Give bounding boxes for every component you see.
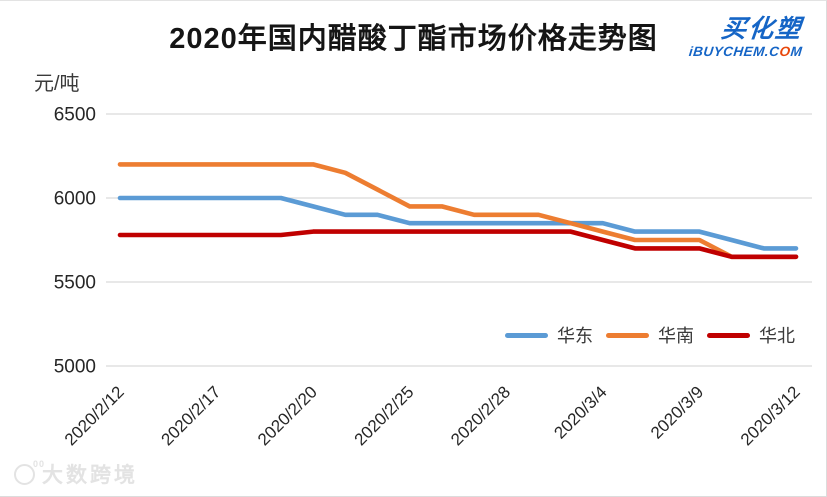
x-tick-label: 2020/2/12 [61,382,128,449]
legend-label: 华南 [658,326,694,346]
x-tick-label: 2020/2/28 [447,382,514,449]
legend-label: 华北 [759,326,795,346]
x-tick-label: 2020/2/25 [351,382,418,449]
x-tick-label: 2020/3/4 [550,382,610,442]
legend-label: 华东 [557,326,593,346]
x-tick-label: 2020/2/17 [157,382,224,449]
watermark-text: 大数跨境 [42,464,138,487]
x-tick-label: 2020/3/9 [647,382,707,442]
legend-item: 华南 [606,322,694,348]
x-tick-label: 2020/3/12 [737,382,804,449]
y-tick-label: 6000 [54,189,96,210]
watermark-icon-sup: 00 [32,458,45,469]
legend-item: 华东 [505,322,593,348]
legend-swatch [606,332,649,338]
series-line-1 [117,162,799,260]
y-tick-label: 5000 [54,357,96,378]
y-axis-unit-label: 元/吨 [34,73,80,95]
series-line-2 [117,229,799,260]
legend-item: 华北 [707,322,795,348]
chart-title: 2020年国内醋酸丁酯市场价格走势图 [169,23,658,55]
y-tick-label: 6500 [54,105,96,126]
y-tick-label: 5500 [54,273,96,294]
legend-swatch [505,332,548,338]
watermark: 00 大数跨境 [14,459,138,489]
watermark-logo-icon: 00 [14,459,44,485]
x-tick-label: 2020/2/20 [254,382,321,449]
chart-legend: 华东 华南 华北 [505,322,795,348]
legend-swatch [707,332,750,338]
series-line-0 [117,195,799,251]
